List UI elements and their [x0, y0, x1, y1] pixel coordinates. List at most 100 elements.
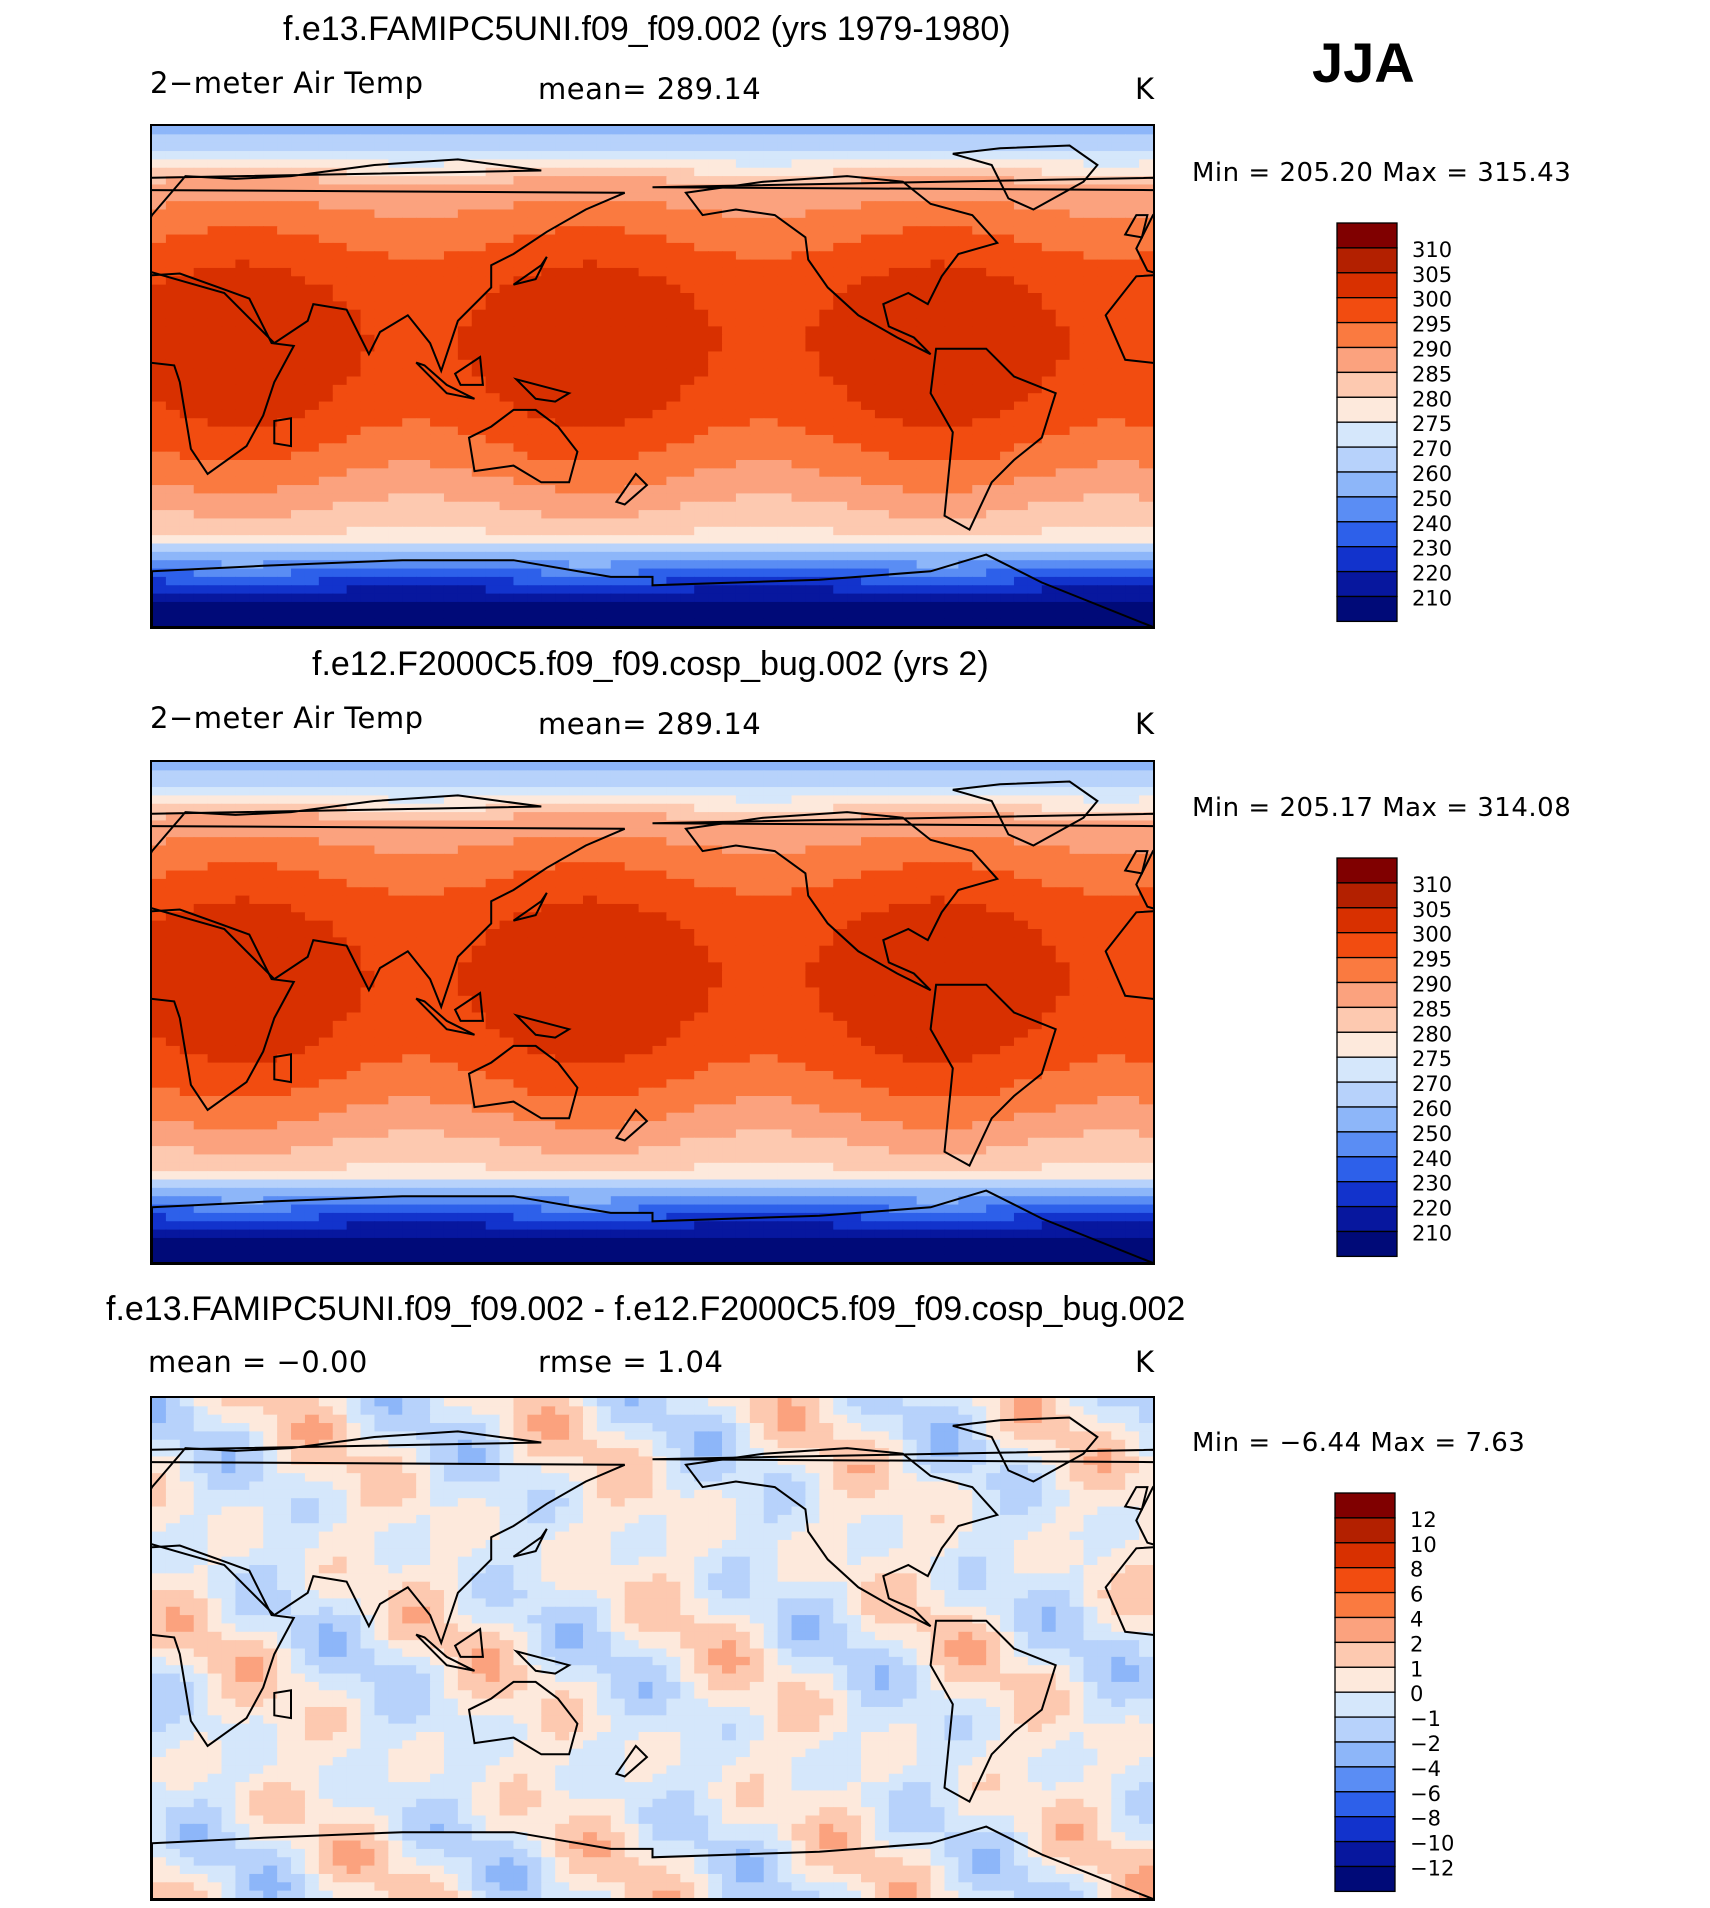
field-cell	[972, 560, 987, 570]
field-cell	[1013, 209, 1029, 219]
field-cell	[582, 226, 598, 236]
field-cell	[555, 209, 570, 219]
field-cell	[972, 293, 987, 302]
field-cell	[624, 376, 640, 386]
field-cell	[179, 787, 195, 796]
field-cell	[388, 267, 403, 277]
field-cell	[1069, 501, 1085, 511]
field-cell	[902, 426, 918, 436]
field-cell	[360, 418, 376, 428]
field-cell	[443, 610, 459, 620]
field-cell	[916, 468, 932, 478]
field-cell	[888, 376, 904, 386]
field-cell	[902, 226, 918, 236]
field-cell	[1000, 159, 1015, 169]
field-cell	[152, 242, 167, 252]
field-cell	[1013, 618, 1029, 627]
field-cell	[457, 151, 473, 160]
field-cell	[596, 301, 612, 311]
field-cell	[861, 803, 876, 813]
field-cell	[902, 468, 918, 478]
field-cell	[972, 476, 987, 486]
field-cell	[708, 568, 723, 578]
field-cell	[805, 301, 820, 311]
field-cell	[221, 242, 237, 252]
field-cell	[555, 468, 570, 478]
field-cell	[916, 610, 932, 620]
field-cell	[861, 426, 876, 436]
field-cell	[1013, 167, 1029, 177]
field-cell	[152, 585, 167, 595]
field-cell	[513, 301, 528, 311]
field-cell	[1027, 468, 1043, 478]
field-cell	[694, 762, 709, 771]
field-cell	[1111, 351, 1126, 361]
field-cell	[277, 409, 292, 419]
field-cell	[624, 284, 640, 294]
field-cell	[777, 770, 793, 780]
field-cell	[179, 293, 195, 302]
field-cell	[360, 593, 376, 603]
field-cell	[958, 384, 973, 394]
field-cell	[221, 134, 237, 144]
field-cell	[610, 535, 626, 545]
field-cell	[652, 618, 667, 627]
field-cell	[791, 226, 807, 236]
field-cell	[471, 234, 487, 244]
field-cell	[958, 762, 973, 771]
field-cell	[471, 787, 487, 796]
field-cell	[332, 543, 348, 553]
field-cell	[485, 568, 501, 578]
field-cell	[1111, 418, 1126, 428]
field-cell	[263, 443, 278, 453]
field-cell	[694, 770, 709, 780]
field-cell	[638, 209, 654, 219]
field-cell	[263, 409, 278, 419]
field-cell	[680, 409, 695, 419]
field-cell	[902, 351, 918, 361]
field-cell	[624, 778, 640, 788]
field-cell	[1013, 409, 1029, 419]
field-cell	[666, 434, 681, 444]
field-cell	[416, 585, 431, 595]
field-cell	[1083, 434, 1098, 444]
field-cell	[235, 368, 250, 378]
field-cell	[1055, 576, 1071, 586]
field-cell	[888, 434, 904, 444]
field-cell	[972, 192, 987, 202]
field-cell	[916, 795, 932, 805]
field-cell	[235, 267, 250, 277]
field-cell	[346, 384, 362, 394]
field-cell	[332, 778, 348, 788]
field-cell	[235, 409, 250, 419]
field-cell	[694, 610, 709, 620]
field-cell	[249, 451, 264, 461]
field-cell	[763, 460, 779, 469]
field-cell	[457, 159, 473, 169]
field-cell	[749, 762, 765, 771]
field-cell	[193, 568, 209, 578]
field-cell	[193, 351, 209, 361]
field-cell	[1069, 334, 1085, 344]
field-cell	[332, 167, 348, 177]
field-cell	[499, 176, 515, 186]
field-cell	[1125, 251, 1140, 261]
field-cell	[874, 359, 890, 369]
field-cell	[805, 593, 820, 603]
field-cell	[874, 151, 890, 160]
field-cell	[972, 376, 987, 386]
field-cell	[638, 217, 654, 227]
field-cell	[902, 343, 918, 353]
field-cell	[499, 585, 515, 595]
field-cell	[1013, 501, 1029, 511]
field-cell	[986, 343, 1001, 353]
field-cell	[638, 409, 654, 419]
field-cell	[1000, 585, 1015, 595]
field-cell	[888, 601, 904, 611]
field-cell	[902, 451, 918, 461]
field-cell	[805, 376, 820, 386]
field-cell	[1139, 812, 1153, 822]
field-cell	[221, 259, 237, 269]
field-cell	[179, 803, 195, 813]
field-cell	[986, 409, 1001, 419]
